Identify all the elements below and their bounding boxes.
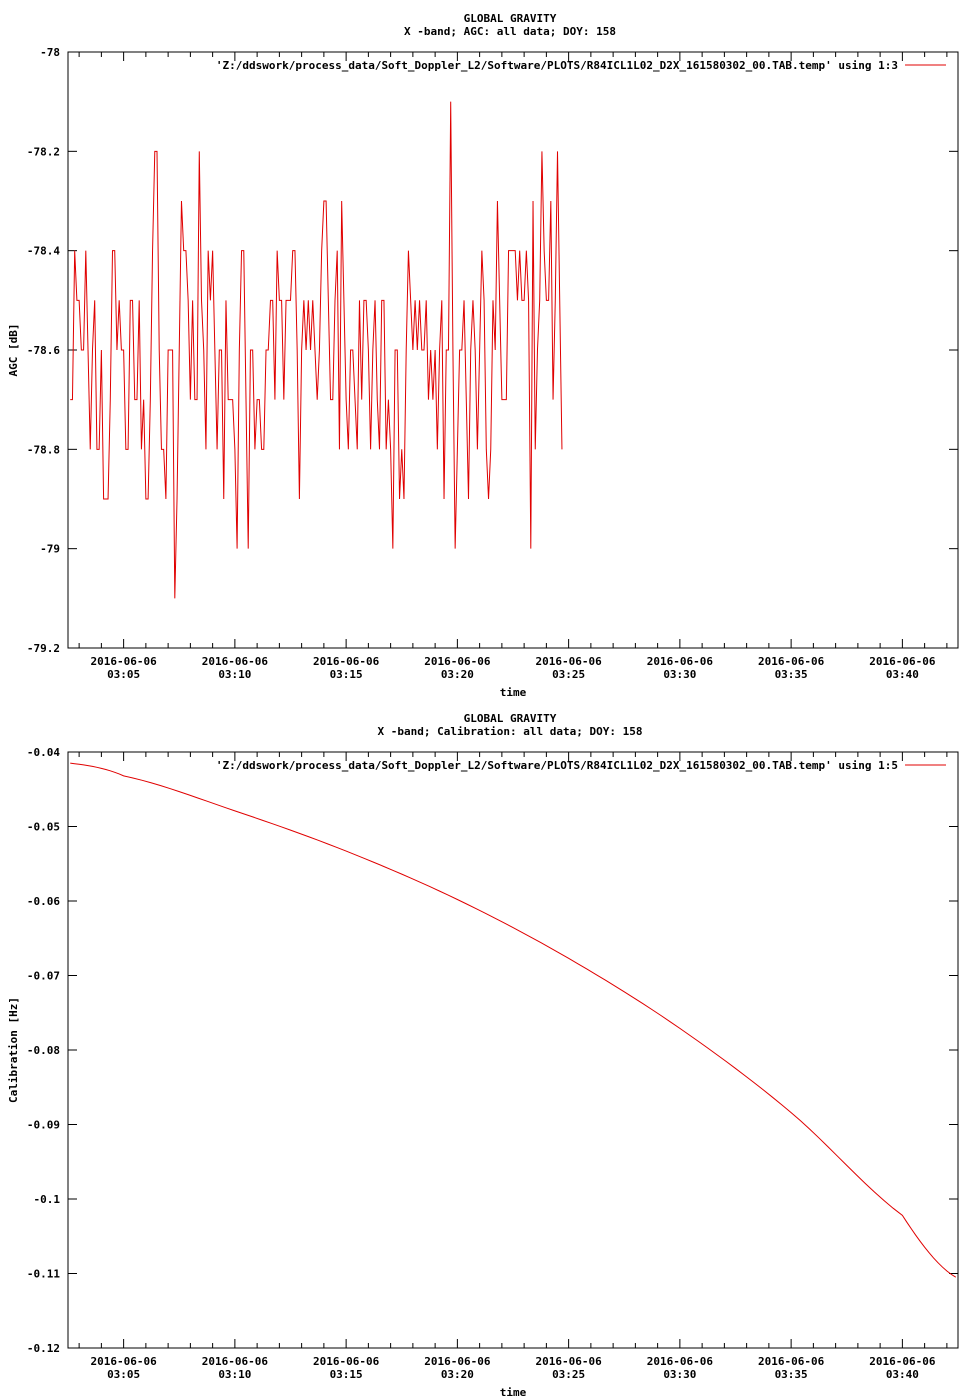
x-tick-time-label: 03:05 (107, 1368, 140, 1381)
x-tick-date-label: 2016-06-06 (91, 1355, 158, 1368)
y-tick-label: -78.8 (27, 443, 60, 456)
y-tick-label: -0.05 (27, 821, 60, 834)
x-tick-time-label: 03:35 (775, 1368, 808, 1381)
y-axis-ticks: -78 -78.2 -78.4 -78.6 -78.8 -79 -79.2 (27, 46, 958, 655)
x-tick-time-label: 03:15 (330, 1368, 363, 1381)
x-tick-date-label: 2016-06-06 (758, 655, 825, 668)
y-tick-label: -0.07 (27, 970, 60, 983)
x-tick-date-label: 2016-06-06 (424, 1355, 491, 1368)
legend-label: 'Z:/ddswork/process_data/Soft_Doppler_L2… (216, 59, 898, 72)
agc-chart: GLOBAL GRAVITY X -band; AGC: all data; D… (7, 12, 959, 699)
x-tick-time-label: 03:25 (552, 1368, 585, 1381)
x-tick-time-label: 03:40 (886, 1368, 919, 1381)
chart-subtitle: X -band; Calibration: all data; DOY: 158 (378, 725, 643, 738)
y-tick-label: -0.1 (34, 1193, 61, 1206)
x-tick-time-label: 03:10 (218, 668, 251, 681)
y-axis-label: Calibration [Hz] (7, 997, 20, 1103)
y-axis-label: AGC [dB] (7, 324, 20, 377)
x-tick-date-label: 2016-06-06 (424, 655, 491, 668)
chart-title: GLOBAL GRAVITY (464, 712, 557, 725)
x-tick-time-label: 03:10 (218, 1368, 251, 1381)
x-tick-date-label: 2016-06-06 (647, 655, 714, 668)
legend-label: 'Z:/ddswork/process_data/Soft_Doppler_L2… (216, 759, 898, 772)
x-tick-time-label: 03:40 (886, 668, 919, 681)
x-tick-time-label: 03:05 (107, 668, 140, 681)
x-tick-time-label: 03:30 (663, 1368, 696, 1381)
chart-title: GLOBAL GRAVITY (464, 12, 557, 25)
y-tick-label: -78.4 (27, 245, 60, 258)
x-tick-date-label: 2016-06-06 (758, 1355, 825, 1368)
x-tick-date-label: 2016-06-06 (869, 1355, 936, 1368)
x-tick-date-label: 2016-06-06 (869, 655, 936, 668)
y-tick-label: -0.11 (27, 1268, 60, 1281)
x-tick-time-label: 03:30 (663, 668, 696, 681)
y-tick-label: -0.06 (27, 895, 60, 908)
y-tick-label: -0.12 (27, 1342, 60, 1355)
x-axis-ticks: 2016-06-0603:052016-06-0603:102016-06-06… (78, 752, 948, 1381)
y-tick-label: -79.2 (27, 642, 60, 655)
x-tick-date-label: 2016-06-06 (313, 1355, 380, 1368)
y-tick-label: -0.08 (27, 1044, 60, 1057)
plot-frame (67, 751, 959, 1349)
x-axis-ticks: 2016-06-0603:052016-06-0603:102016-06-06… (78, 52, 948, 681)
x-tick-date-label: 2016-06-06 (313, 655, 380, 668)
y-tick-label: -79 (40, 543, 60, 556)
calibration-chart: GLOBAL GRAVITY X -band; Calibration: all… (7, 712, 959, 1399)
x-tick-date-label: 2016-06-06 (536, 655, 603, 668)
y-tick-label: -0.09 (27, 1119, 60, 1132)
plot-frame (67, 51, 959, 649)
y-tick-label: -78.6 (27, 344, 60, 357)
chart-subtitle: X -band; AGC: all data; DOY: 158 (404, 25, 616, 38)
y-tick-label: -0.04 (27, 746, 60, 759)
x-axis-label: time (500, 686, 527, 699)
x-tick-date-label: 2016-06-06 (536, 1355, 603, 1368)
y-axis-ticks: -0.04 -0.05 -0.06 -0.07 -0.08 -0.09 -0.1 -0.11 -… (27, 746, 958, 1355)
calibration-series-line (70, 762, 957, 1278)
agc-series-line (70, 101, 563, 599)
x-tick-date-label: 2016-06-06 (202, 655, 269, 668)
x-tick-date-label: 2016-06-06 (647, 1355, 714, 1368)
x-tick-time-label: 03:35 (775, 668, 808, 681)
x-tick-time-label: 03:25 (552, 668, 585, 681)
x-tick-date-label: 2016-06-06 (91, 655, 158, 668)
y-tick-label: -78.2 (27, 145, 60, 158)
x-axis-label: time (500, 1386, 527, 1399)
x-tick-time-label: 03:15 (330, 668, 363, 681)
x-tick-time-label: 03:20 (441, 668, 474, 681)
y-tick-label: -78 (40, 46, 60, 59)
x-tick-date-label: 2016-06-06 (202, 1355, 269, 1368)
x-tick-time-label: 03:20 (441, 1368, 474, 1381)
